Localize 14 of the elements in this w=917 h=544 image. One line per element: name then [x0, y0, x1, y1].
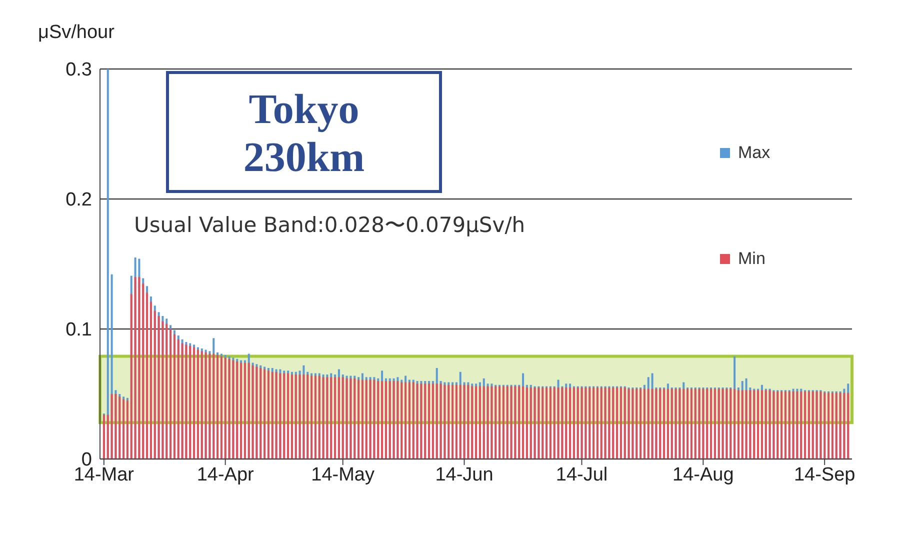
- x-tick-label: 14-Jun: [435, 464, 494, 486]
- x-tick-label: 14-May: [311, 464, 376, 486]
- annotation: Usual Value Band:0.028〜0.079μSv/h: [134, 212, 526, 239]
- y-tick-label: 0.3: [66, 60, 92, 81]
- x-tick-label: 14-Aug: [672, 464, 734, 486]
- y-tick-label: 0.2: [66, 190, 92, 211]
- y-axis-title: μSv/hour: [38, 22, 114, 44]
- x-tick-label: 14-Apr: [196, 464, 255, 486]
- legend-label: Max: [737, 143, 772, 163]
- x-tick-label: 14-Sep: [794, 464, 856, 486]
- text: Tokyo 230km: [242, 86, 366, 182]
- legend-label: Min: [737, 249, 766, 269]
- x-tick-label: 14-Jul: [556, 464, 608, 486]
- y-tick-label: 0.1: [66, 320, 92, 341]
